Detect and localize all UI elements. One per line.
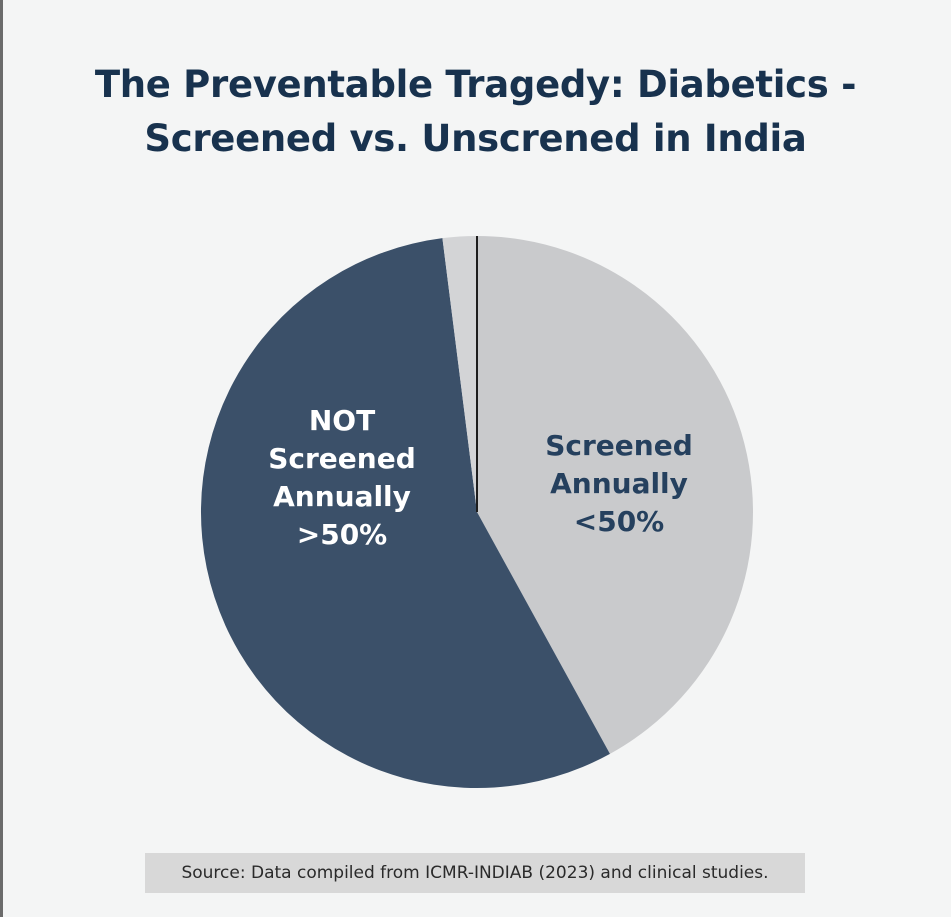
left-edge-border: [0, 0, 3, 917]
pie-slice-label-1-line-3: >50%: [297, 518, 387, 551]
pie-slice-label-1: NOT Screened Annually >50%: [268, 404, 416, 551]
chart-title-line-1: The Preventable Tragedy: Diabetics -: [94, 63, 857, 106]
pie-slice-label-0-line-2: <50%: [574, 505, 664, 538]
source-note: Source: Data compiled from ICMR-INDIAB (…: [145, 853, 805, 893]
pie-slice-label-1-line-0: NOT: [309, 404, 375, 437]
pie-slice-2: [442, 236, 477, 512]
pie-slice-label-1-line-1: Screened: [268, 442, 416, 475]
chart-title: The Preventable Tragedy: Diabetics - Scr…: [0, 58, 951, 166]
chart-title-line-2: Screened vs. Unscrened in India: [144, 117, 807, 160]
pie-slice-1: [200, 238, 610, 789]
pie-slice-label-0: Screened Annually <50%: [545, 429, 693, 538]
pie-slice-label-1-line-2: Annually: [273, 480, 411, 513]
source-text: Source: Data compiled from ICMR-INDIAB (…: [181, 863, 769, 883]
pie-slice-label-0-line-0: Screened: [545, 429, 693, 462]
pie-slice-label-0-line-1: Annually: [550, 467, 688, 500]
pie-slice-0: [477, 236, 753, 754]
